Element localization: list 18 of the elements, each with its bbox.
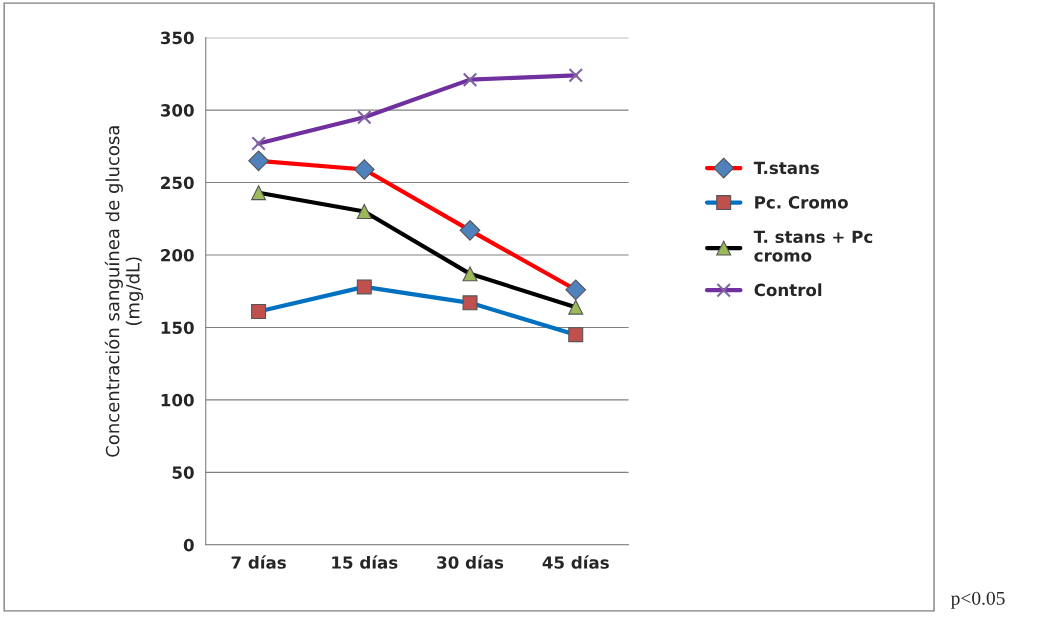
y-tick-label: 200 <box>161 248 194 262</box>
legend-label: Control <box>754 283 822 297</box>
y-tick-label: 100 <box>161 393 194 407</box>
x-tick-label: 7 días <box>231 555 286 569</box>
text: p<0.05 <box>951 591 1005 609</box>
legend-label: Pc. Cromo <box>755 196 848 209</box>
y-tick-label: 150 <box>161 321 194 335</box>
legend-label: T.stans <box>753 161 819 175</box>
y-tick-label: 50 <box>172 466 194 479</box>
y-tick-label: 0 <box>183 538 194 552</box>
y-tick-label: 350 <box>160 31 194 45</box>
y-tick-label: 300 <box>160 104 194 117</box>
legend-label: T. stans + Pc cromo <box>753 230 873 262</box>
y-axis-title: Concentración sanguínea de glucosa (mg/dL) <box>104 126 144 457</box>
x-tick-label: 15 días <box>332 555 398 569</box>
x-tick-label: 30 días <box>437 555 504 569</box>
x-tick-label: 45 días <box>542 555 609 569</box>
y-tick-label: 250 <box>161 176 194 190</box>
